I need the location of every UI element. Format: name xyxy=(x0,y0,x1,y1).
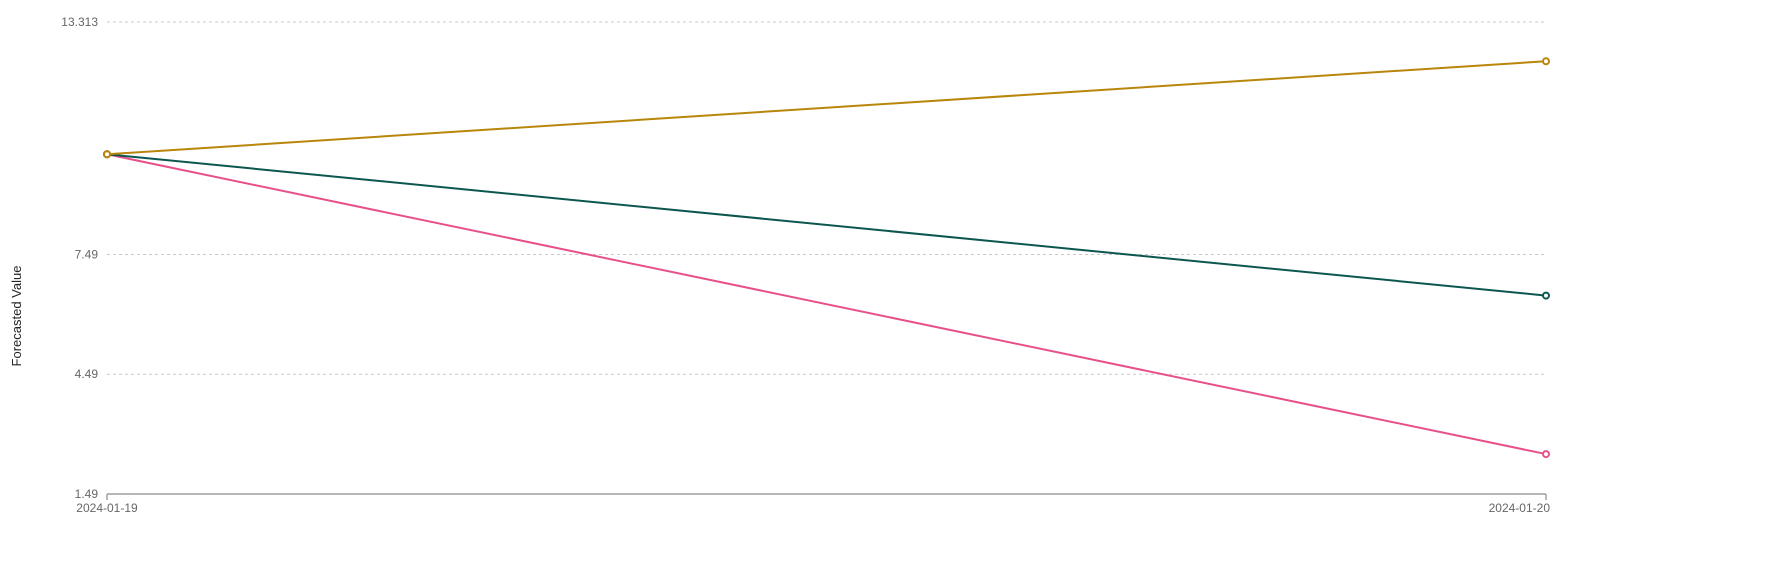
x-tick-label: 2024-01-20 xyxy=(1489,501,1551,515)
data-point[interactable] xyxy=(1542,450,1550,459)
x-ticks: 2024-01-19 2024-01-20 xyxy=(76,494,1550,515)
series-line xyxy=(106,60,1547,156)
series xyxy=(103,150,1550,300)
y-tick-label: 7.49 xyxy=(75,247,99,261)
x-tick-label: 2024-01-19 xyxy=(76,501,138,515)
series-line xyxy=(106,153,1547,456)
data-point[interactable] xyxy=(103,150,111,159)
data-point[interactable] xyxy=(1542,57,1550,66)
y-tick-labels: 1.49 4.49 7.49 13.313 xyxy=(61,15,98,501)
y-axis-title: Forecasted Value xyxy=(9,266,24,367)
series-line xyxy=(106,153,1547,297)
data-point[interactable] xyxy=(1542,291,1550,300)
y-tick-label: 1.49 xyxy=(75,487,99,501)
series-layer xyxy=(103,57,1550,459)
y-tick-label: 13.313 xyxy=(61,15,98,29)
y-tick-label: 4.49 xyxy=(75,367,99,381)
series xyxy=(103,150,1550,459)
series xyxy=(103,57,1550,159)
